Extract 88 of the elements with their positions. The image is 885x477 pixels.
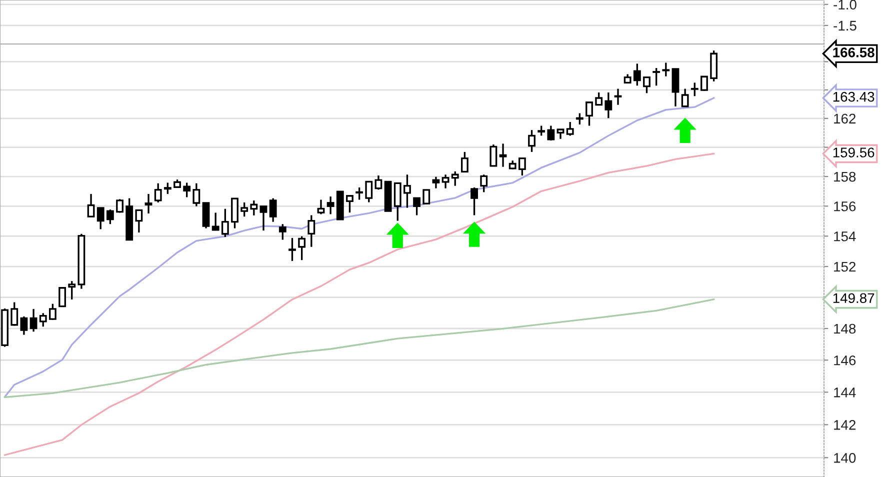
candlestick	[451, 170, 459, 187]
candlestick	[490, 144, 498, 168]
y-tick-label: 154	[834, 232, 856, 242]
candlestick	[528, 129, 536, 153]
line-series	[4, 298, 715, 398]
candlestick	[643, 76, 650, 94]
candlestick	[135, 209, 143, 234]
candlestick	[499, 142, 507, 168]
text: 159.56	[833, 148, 874, 158]
y-tick-label: 156	[834, 201, 856, 212]
candlestick	[96, 206, 104, 230]
candlestick	[633, 62, 641, 86]
candlestick	[586, 102, 593, 127]
candlestick	[662, 62, 670, 78]
candlestick	[538, 124, 546, 137]
y-tick-label: 142	[834, 420, 856, 430]
candlestick	[250, 200, 258, 216]
candlestick	[604, 92, 612, 119]
candlestick	[48, 302, 56, 321]
y-tick-label: -1.0	[834, 0, 856, 10]
candlestick	[356, 186, 364, 201]
point	[386, 222, 409, 248]
candlestick	[221, 208, 229, 238]
candlestick	[432, 176, 440, 190]
line-series	[4, 152, 715, 456]
candlestick	[614, 88, 622, 106]
candlestick	[480, 174, 488, 194]
text: 166.58	[833, 48, 874, 58]
candlestick	[374, 174, 382, 190]
candlestick	[202, 202, 210, 230]
candlestick	[144, 193, 152, 214]
candlestick	[164, 182, 172, 195]
point	[674, 118, 696, 143]
candlestick	[269, 197, 277, 223]
y-tick-label: 152	[834, 262, 856, 272]
candlestick	[576, 112, 584, 126]
candlestick	[183, 182, 191, 198]
candlestick	[106, 208, 114, 225]
candlestick	[192, 182, 200, 208]
candlestick	[566, 121, 574, 137]
candlestick	[422, 189, 430, 204]
candlestick	[154, 182, 162, 204]
candlestick	[278, 223, 286, 241]
candlestick	[308, 214, 316, 248]
candlestick	[288, 237, 296, 262]
y-tick-label: 140	[834, 452, 856, 463]
candlestick	[326, 196, 334, 216]
line-series	[4, 97, 715, 398]
candlestick	[212, 212, 220, 232]
candlestick	[231, 197, 238, 230]
candlestick	[700, 75, 708, 92]
candlestick	[87, 193, 95, 218]
candlestick	[240, 202, 248, 218]
candlestick	[652, 67, 660, 86]
candlestick	[20, 316, 28, 336]
candlestick	[595, 92, 603, 106]
candlestick	[442, 174, 450, 190]
candlestick	[30, 308, 38, 332]
candlestick	[404, 174, 411, 209]
y-tick-label: 148	[834, 324, 856, 334]
candlestick	[317, 198, 325, 216]
candlestick	[58, 287, 66, 308]
candlestick	[681, 88, 689, 108]
candlestick	[10, 301, 18, 327]
candlestick	[556, 128, 564, 140]
candlestick	[690, 82, 698, 97]
candlestick	[346, 194, 354, 214]
candlestick	[672, 68, 680, 108]
candlestick	[260, 204, 268, 232]
candlestick	[413, 196, 420, 216]
candlestick	[394, 182, 402, 222]
y-tick-label: 162	[834, 114, 856, 124]
y-tick-label: 144	[834, 388, 856, 398]
candlestick	[365, 180, 373, 204]
candlestick	[547, 124, 555, 142]
candlestick	[298, 235, 306, 261]
y-tick-label: -1.5	[834, 20, 856, 31]
candlestick	[116, 198, 124, 214]
candlestick	[39, 312, 47, 328]
candlestick	[518, 158, 526, 176]
candlestick	[470, 186, 478, 216]
y-tick-label: 158	[834, 172, 856, 182]
candlestick	[460, 151, 468, 173]
point	[462, 222, 486, 247]
candlestick	[68, 280, 76, 300]
text: 163.43	[833, 92, 874, 102]
y-tick-label: 146	[834, 355, 856, 366]
text: 149.87	[833, 293, 874, 304]
